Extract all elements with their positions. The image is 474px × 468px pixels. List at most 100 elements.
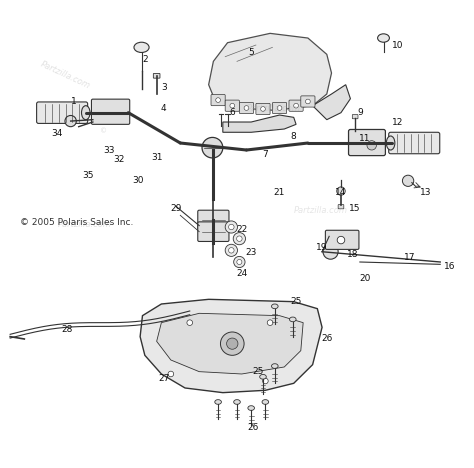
Circle shape xyxy=(225,244,237,256)
Text: 23: 23 xyxy=(246,248,257,257)
Text: 10: 10 xyxy=(392,41,403,50)
Text: Partzilla.com: Partzilla.com xyxy=(246,103,301,112)
Text: © 2005 Polaris Sales Inc.: © 2005 Polaris Sales Inc. xyxy=(19,218,133,227)
Circle shape xyxy=(228,224,234,230)
Circle shape xyxy=(202,138,223,158)
Circle shape xyxy=(168,371,173,377)
Circle shape xyxy=(244,106,249,110)
Text: 20: 20 xyxy=(359,274,370,283)
Text: ©: © xyxy=(100,128,107,134)
Ellipse shape xyxy=(386,136,395,150)
Circle shape xyxy=(228,248,234,253)
Text: 8: 8 xyxy=(291,132,297,140)
Text: 27: 27 xyxy=(158,374,169,383)
Polygon shape xyxy=(313,85,350,120)
FancyBboxPatch shape xyxy=(289,100,303,111)
Circle shape xyxy=(402,175,414,186)
Text: 25: 25 xyxy=(291,297,302,306)
Circle shape xyxy=(237,259,242,264)
Ellipse shape xyxy=(82,106,90,120)
Text: 31: 31 xyxy=(151,153,163,161)
Circle shape xyxy=(337,187,345,195)
Text: 7: 7 xyxy=(263,150,268,159)
Ellipse shape xyxy=(378,34,390,42)
Text: 14: 14 xyxy=(335,188,346,197)
Text: 26: 26 xyxy=(321,335,332,344)
Text: 6: 6 xyxy=(229,108,235,117)
Text: 1: 1 xyxy=(71,96,77,105)
Ellipse shape xyxy=(234,400,240,404)
Circle shape xyxy=(225,221,237,233)
Circle shape xyxy=(294,103,299,108)
FancyBboxPatch shape xyxy=(389,132,440,154)
FancyBboxPatch shape xyxy=(198,222,229,241)
Text: 29: 29 xyxy=(170,204,181,213)
Text: 18: 18 xyxy=(347,250,358,259)
Text: 34: 34 xyxy=(52,129,63,138)
Text: 24: 24 xyxy=(236,269,247,278)
Text: 12: 12 xyxy=(392,117,403,126)
Text: Partzilla.com: Partzilla.com xyxy=(38,60,91,91)
Text: 13: 13 xyxy=(420,188,432,197)
Ellipse shape xyxy=(272,364,278,368)
Circle shape xyxy=(230,103,235,108)
FancyBboxPatch shape xyxy=(211,95,225,106)
FancyBboxPatch shape xyxy=(338,205,344,209)
FancyBboxPatch shape xyxy=(154,73,160,78)
Polygon shape xyxy=(209,33,331,110)
Text: 2: 2 xyxy=(142,54,148,64)
Ellipse shape xyxy=(262,400,269,404)
Polygon shape xyxy=(156,313,303,374)
Text: 32: 32 xyxy=(113,155,125,164)
FancyBboxPatch shape xyxy=(91,99,130,124)
Text: 3: 3 xyxy=(161,82,167,92)
Circle shape xyxy=(234,256,245,268)
Ellipse shape xyxy=(215,400,221,404)
FancyBboxPatch shape xyxy=(301,96,315,107)
Text: 30: 30 xyxy=(132,176,144,185)
Text: 35: 35 xyxy=(82,171,94,180)
Circle shape xyxy=(267,320,273,325)
Text: Partzilla.com: Partzilla.com xyxy=(294,206,348,215)
Text: 16: 16 xyxy=(444,262,456,271)
FancyBboxPatch shape xyxy=(36,102,88,124)
FancyBboxPatch shape xyxy=(352,115,358,119)
FancyBboxPatch shape xyxy=(325,230,359,249)
Ellipse shape xyxy=(134,42,149,52)
Text: 4: 4 xyxy=(161,103,166,112)
FancyBboxPatch shape xyxy=(348,130,385,155)
Text: 19: 19 xyxy=(316,243,328,253)
Circle shape xyxy=(237,236,242,241)
Circle shape xyxy=(263,378,268,384)
Circle shape xyxy=(367,141,376,150)
Ellipse shape xyxy=(260,374,266,379)
Text: 26: 26 xyxy=(248,423,259,432)
Circle shape xyxy=(216,98,220,102)
FancyBboxPatch shape xyxy=(225,100,239,111)
Circle shape xyxy=(65,116,76,127)
Text: Partzilla.com: Partzilla.com xyxy=(57,220,111,229)
Text: 33: 33 xyxy=(104,146,115,154)
Polygon shape xyxy=(140,300,322,393)
Ellipse shape xyxy=(272,304,278,309)
Circle shape xyxy=(227,338,238,349)
FancyBboxPatch shape xyxy=(256,103,270,115)
Circle shape xyxy=(220,332,244,355)
Circle shape xyxy=(233,233,246,245)
Text: 17: 17 xyxy=(404,253,415,262)
Text: 15: 15 xyxy=(349,204,361,213)
Circle shape xyxy=(306,99,310,104)
Circle shape xyxy=(277,106,282,110)
Text: 9: 9 xyxy=(357,108,363,117)
Circle shape xyxy=(323,244,338,259)
Circle shape xyxy=(337,236,345,244)
FancyBboxPatch shape xyxy=(198,210,229,230)
Circle shape xyxy=(187,320,192,325)
Circle shape xyxy=(261,107,265,111)
Text: 21: 21 xyxy=(274,188,285,197)
FancyBboxPatch shape xyxy=(273,102,287,114)
Ellipse shape xyxy=(248,406,255,410)
FancyBboxPatch shape xyxy=(239,102,254,114)
Text: 11: 11 xyxy=(359,134,370,143)
Text: 28: 28 xyxy=(61,325,73,334)
